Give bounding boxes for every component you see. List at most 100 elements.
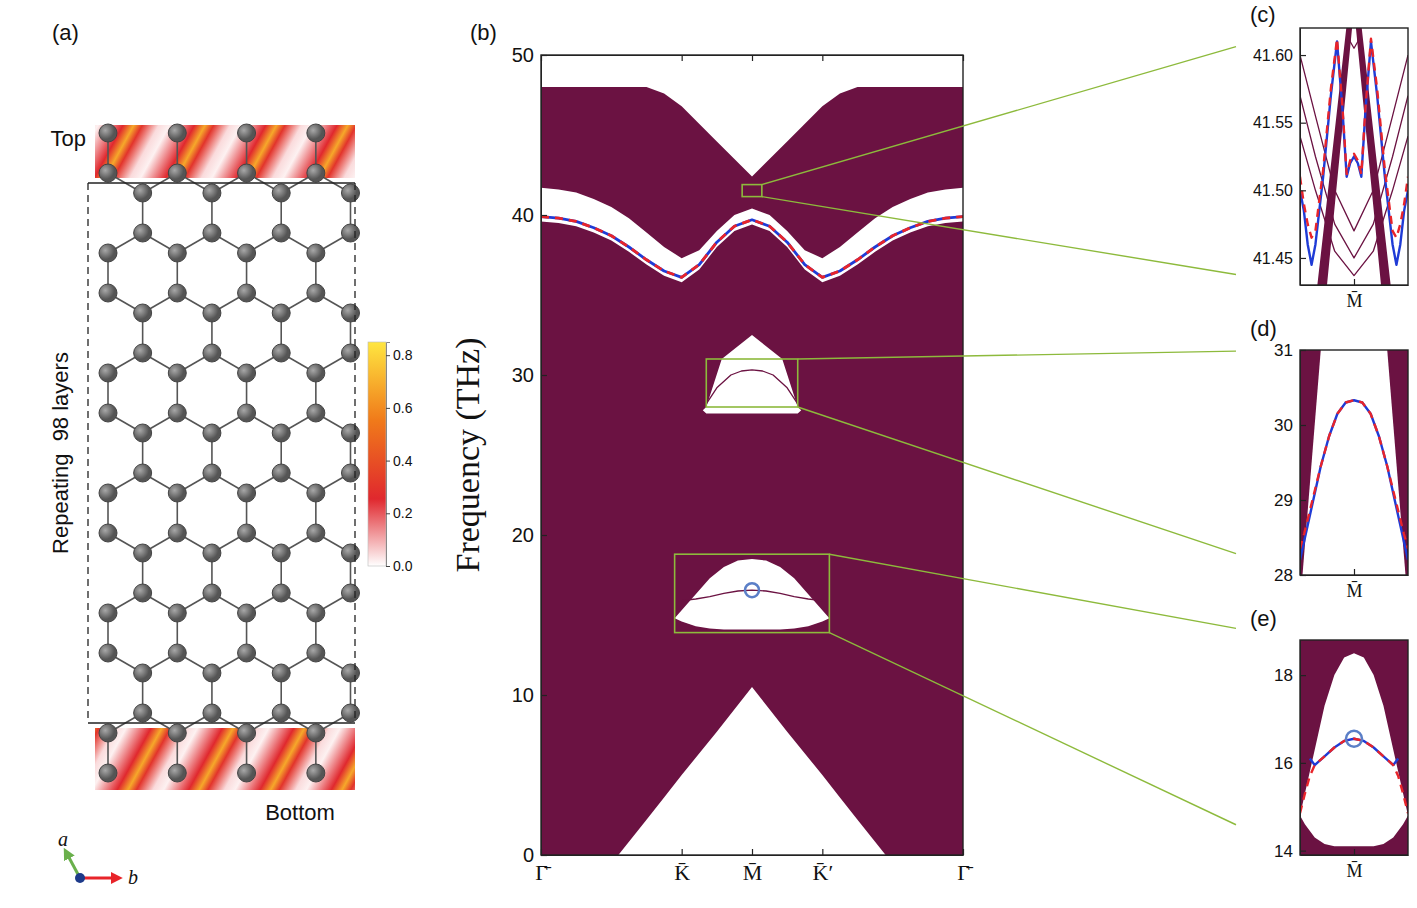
atom	[307, 484, 325, 502]
atom	[134, 704, 152, 722]
y-axis-tick-label: 0	[523, 844, 534, 866]
colorbar-tick-mark	[386, 408, 390, 409]
atom	[272, 304, 290, 322]
top-label: Top	[51, 126, 86, 151]
atom	[168, 404, 186, 422]
y-axis-tick-label: 29	[1274, 491, 1293, 510]
x-axis-tick-label: K̄′	[812, 860, 833, 885]
zoom-connector	[762, 197, 1236, 275]
bulk-line	[682, 590, 823, 600]
atom	[168, 724, 186, 742]
atom	[341, 544, 359, 562]
atom	[203, 464, 221, 482]
zoom-connector	[762, 47, 1236, 185]
y-axis-tick: 30	[1274, 416, 1306, 435]
atom	[168, 244, 186, 262]
colorbar-tick: 0.8	[386, 347, 413, 363]
atom	[341, 224, 359, 242]
zoom-box	[675, 554, 830, 632]
y-axis-tick-mark	[1300, 851, 1306, 852]
y-axis-tick: 18	[1274, 666, 1306, 685]
y-axis-title: Frequency (THz)	[449, 337, 487, 572]
y-axis-line	[1300, 351, 1301, 576]
y-axis-tick: 40	[512, 204, 547, 226]
axis-arrow-b	[80, 877, 118, 880]
x-axis-tick: M̄	[743, 849, 763, 885]
atom	[307, 764, 325, 782]
atom	[307, 604, 325, 622]
atom	[307, 284, 325, 302]
panel: 01020304050Γ̄K̄M̄K̄′Γ̄Frequency (THz)(b)	[449, 20, 974, 885]
band-gap	[703, 335, 801, 413]
y-axis-tick-label: 41.60	[1253, 47, 1293, 64]
y-axis-tick: 41.60	[1253, 47, 1306, 64]
atom	[307, 644, 325, 662]
layer-separator	[88, 182, 355, 183]
y-axis-tick-label: 18	[1274, 666, 1293, 685]
y-axis-tick-label: 10	[512, 684, 534, 706]
atom	[99, 164, 117, 182]
colorbar-tick-label: 0.0	[393, 558, 413, 574]
atom	[272, 224, 290, 242]
y-axis-tick: 50	[512, 44, 547, 66]
y-axis-tick: 14	[1274, 842, 1306, 861]
atom	[134, 304, 152, 322]
plot-frame	[1300, 640, 1408, 855]
bulk-band	[541, 87, 963, 855]
panel-letter: (c)	[1250, 2, 1276, 27]
band-gap	[675, 559, 830, 629]
atom	[99, 244, 117, 262]
atom	[168, 604, 186, 622]
axis-label-a: a	[58, 828, 68, 850]
y-axis-tick: 20	[512, 524, 547, 546]
layer-separator	[88, 722, 355, 723]
atom	[203, 184, 221, 202]
x-axis-tick: K̄	[674, 849, 690, 885]
x-axis: M̄	[1301, 849, 1409, 881]
y-axis-line	[541, 56, 542, 856]
x-axis-tick: M̄	[1346, 569, 1362, 601]
atom	[168, 484, 186, 502]
colorbar-tick: 0.4	[386, 453, 413, 469]
zoom-connector	[798, 407, 1236, 554]
atom	[134, 224, 152, 242]
atom	[203, 344, 221, 362]
atom	[341, 424, 359, 442]
x-axis-tick-label: M̄	[1346, 861, 1362, 881]
zoom-indicators	[675, 47, 1236, 825]
atom	[203, 224, 221, 242]
y-axis: 141618	[1274, 641, 1306, 861]
x-axis-line	[1301, 855, 1409, 856]
atom	[99, 404, 117, 422]
panel: 141618M̄(e)	[1250, 606, 1409, 881]
y-axis-tick: 41.55	[1253, 114, 1306, 131]
atom	[168, 164, 186, 182]
atom	[238, 364, 256, 382]
plot-frame	[541, 55, 963, 855]
surface-state-line	[541, 217, 963, 278]
y-axis-tick: 41.45	[1253, 250, 1306, 267]
atom	[238, 724, 256, 742]
atom	[168, 124, 186, 142]
bulk-band	[1300, 640, 1408, 816]
y-axis: 01020304050	[512, 44, 547, 866]
x-axis-top-tick-mark	[682, 55, 683, 61]
x-axis-top-tick-mark	[822, 55, 823, 61]
panel: 41.45 41.50 41.55 41.60 M̄ (c)	[1250, 2, 1409, 311]
atom	[99, 764, 117, 782]
surface-state-line	[1300, 400, 1408, 549]
atom	[307, 364, 325, 382]
y-axis-tick-label: 31	[1274, 341, 1293, 360]
x-axis-tick: M̄	[1346, 279, 1362, 311]
y-axis-tick-label: 41.50	[1253, 182, 1293, 199]
repeat-box-side	[87, 183, 88, 723]
atom	[238, 604, 256, 622]
atom	[307, 524, 325, 542]
colorbar-tick-mark	[386, 513, 390, 514]
atom	[99, 604, 117, 622]
zoom-box	[706, 359, 797, 407]
marker	[1346, 731, 1362, 747]
atom	[134, 584, 152, 602]
atom	[134, 664, 152, 682]
atom	[203, 584, 221, 602]
